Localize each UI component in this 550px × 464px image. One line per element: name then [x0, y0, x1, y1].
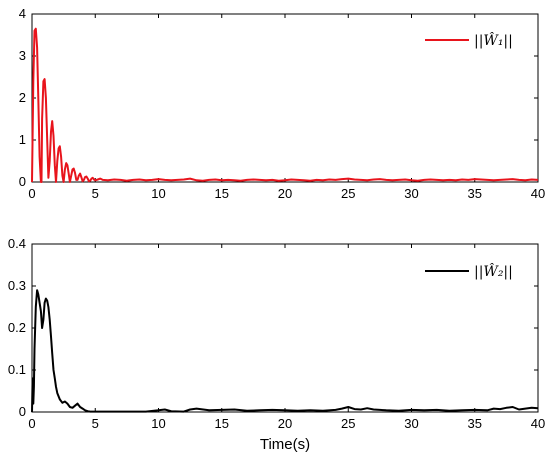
y-tick-label: 3: [19, 48, 26, 63]
bottom-legend-label: ||Ŵ₂||: [474, 262, 513, 280]
x-tick-label: 15: [215, 186, 229, 201]
top-series: [31, 27, 539, 183]
y-tick-label: 0.3: [8, 278, 26, 293]
top-plot-area: [31, 13, 539, 183]
bottom-legend: ||Ŵ₂||: [425, 262, 513, 280]
bottom-series: [31, 289, 539, 413]
y-tick-label: 1: [19, 132, 26, 147]
top-ticks: 0 5 10 15 20 25 30 35 40 0 1 2 3 4: [19, 6, 545, 201]
x-tick-label: 25: [341, 186, 355, 201]
top-legend: ||Ŵ₁||: [425, 31, 513, 49]
bottom-x-axis-label: Time(s): [260, 436, 310, 453]
x-tick-label: 5: [92, 416, 99, 431]
y-tick-label: 0: [19, 174, 26, 189]
x-tick-label: 20: [278, 186, 292, 201]
y-tick-label: 0: [19, 404, 26, 419]
x-tick-label: 25: [341, 416, 355, 431]
x-tick-label: 40: [531, 186, 545, 201]
series-line: [31, 289, 539, 413]
x-tick-label: 20: [278, 416, 292, 431]
x-tick-label: 15: [215, 416, 229, 431]
x-tick-label: 40: [531, 416, 545, 431]
series-line: [31, 27, 539, 183]
x-tick-label: 10: [151, 186, 165, 201]
bottom-plot-area: [31, 243, 539, 413]
y-tick-label: 0.2: [8, 320, 26, 335]
bottom-subplot: 0 5 10 15 20 25 30 35 40 0 0.1 0.2 0.3 0.4 ||Ŵ₂|| Tim…: [8, 236, 545, 453]
bottom-ticks: 0 5 10 15 20 25 30 35 40 0 0.1 0.2 0.3 0.4: [8, 236, 545, 431]
y-tick-label: 0.4: [8, 236, 26, 251]
x-tick-label: 30: [404, 186, 418, 201]
x-tick-label: 0: [28, 416, 35, 431]
top-legend-label: ||Ŵ₁||: [474, 31, 513, 49]
y-tick-label: 0.1: [8, 362, 26, 377]
top-subplot: 0 5 10 15 20 25 30 35 40 0 1 2 3 4 ||Ŵ₁||: [19, 6, 545, 201]
x-tick-label: 35: [468, 416, 482, 431]
y-tick-label: 2: [19, 90, 26, 105]
x-tick-label: 10: [151, 416, 165, 431]
x-tick-label: 30: [404, 416, 418, 431]
x-tick-label: 5: [92, 186, 99, 201]
y-tick-label: 4: [19, 6, 26, 21]
x-tick-label: 35: [468, 186, 482, 201]
x-tick-label: 0: [28, 186, 35, 201]
